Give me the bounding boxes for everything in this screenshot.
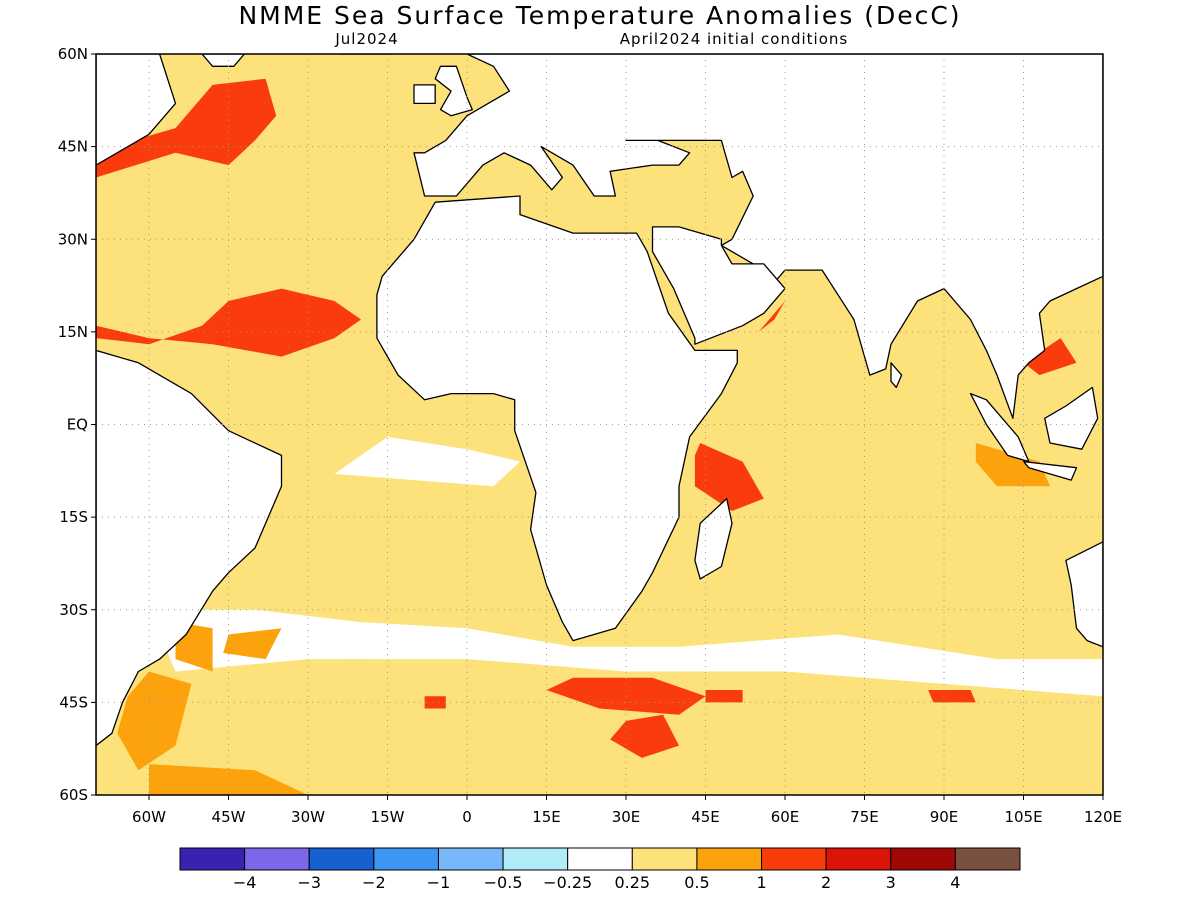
anomaly-region-10 (694, 443, 764, 511)
lat-tick-label: 30S (59, 601, 88, 619)
colorbar-swatch (890, 847, 956, 871)
sst-anomaly-layer (96, 66, 1103, 795)
lat-tick-label: EQ (67, 416, 88, 434)
colorbar-swatch (502, 847, 569, 871)
lon-tick-label: 105E (1004, 808, 1042, 826)
land-java (1022, 460, 1078, 481)
anomaly-region-17 (424, 696, 446, 709)
lat-tick-label: 15N (58, 323, 88, 341)
colorbar-label: −2 (362, 873, 386, 892)
colorbar-label: 0.5 (684, 873, 709, 892)
colorbar-swatch (761, 847, 827, 871)
anomaly-region-15 (705, 690, 743, 703)
map-title: NMME Sea Surface Temperature Anomalies (… (238, 1, 961, 30)
lon-tick-label: 120E (1084, 808, 1122, 826)
valid-month-label: Jul2024 (334, 30, 398, 48)
colorbar-swatch (825, 847, 892, 871)
land-greenland (201, 54, 246, 67)
colorbar-swatch (244, 847, 310, 871)
land-south-america (96, 349, 283, 747)
anomaly-region-16 (928, 690, 976, 703)
anomaly-region-7 (149, 609, 1103, 697)
colorbar-label: 2 (821, 873, 831, 892)
colorbar-swatch (954, 847, 1021, 871)
lon-tick-label: 15E (532, 808, 561, 826)
colorbar-label: −3 (297, 873, 321, 892)
colorbar-label: 1 (756, 873, 766, 892)
lon-tick-label: 45W (212, 808, 246, 826)
lat-tick-label: 30N (58, 230, 88, 248)
lon-tick-label: 75E (850, 808, 879, 826)
colorbar-swatch (567, 847, 633, 871)
initial-conditions-label: April2024 initial conditions (620, 30, 848, 48)
land-arabia (651, 226, 786, 345)
axis-ticks: 60W 45W 30W 15W 0 15E 30E 45E 60E 75E 90E 105E 120E 6… (58, 45, 1122, 826)
colorbar-swatch (631, 847, 698, 871)
anomaly-region-22 (975, 443, 1050, 487)
land-north-america (96, 54, 177, 166)
colorbar-label: −0.5 (484, 873, 523, 892)
lon-tick-label: 90E (930, 808, 959, 826)
land-sri-lanka (890, 362, 903, 389)
lon-tick-label: 45E (691, 808, 720, 826)
lon-tick-label: 30W (291, 808, 325, 826)
lat-tick-label: 45N (58, 138, 88, 156)
land-borneo (1044, 386, 1099, 450)
colorbar-swatch (437, 847, 504, 871)
anomaly-region-14 (610, 714, 679, 758)
lat-tick-label: 45S (59, 693, 88, 711)
lon-tick-label: 15W (371, 808, 405, 826)
colorbar-label: −0.25 (543, 873, 592, 892)
colorbar-label: 0.25 (614, 873, 650, 892)
land-britain (434, 65, 473, 117)
anomaly-region-6 (334, 436, 520, 487)
land-ireland (413, 84, 436, 105)
anomaly-region-9 (96, 288, 361, 357)
anomaly-region-21 (223, 628, 282, 660)
colorbar-swatch (308, 847, 375, 871)
colorbar: −4 −3 −2 −1 −0.5 −0.25 0.25 0.5 1 2 3 4 (179, 847, 1021, 892)
land-madagascar (694, 497, 733, 580)
colorbar-label: 4 (950, 873, 960, 892)
anomaly-region-19 (117, 671, 192, 771)
anomaly-region-12 (1023, 338, 1077, 376)
colorbar-swatch (179, 847, 246, 871)
land-layer (96, 54, 1103, 747)
lon-tick-label: 60W (132, 808, 166, 826)
colorbar-label: −1 (427, 873, 451, 892)
lat-tick-label: 60S (59, 786, 88, 804)
lon-tick-label: 0 (462, 808, 472, 826)
land-eurasia (413, 54, 1103, 419)
colorbar-swatch (696, 847, 763, 871)
lat-tick-label: 15S (59, 508, 88, 526)
anomaly-region-2 (228, 387, 531, 573)
lon-tick-label: 60E (771, 808, 800, 826)
anomaly-region-8 (96, 78, 277, 178)
colorbar-swatch (373, 847, 439, 871)
lat-tick-label: 60N (58, 45, 88, 63)
lon-tick-label: 30E (612, 808, 641, 826)
land-africa (376, 195, 738, 642)
anomaly-region-4 (774, 535, 1050, 635)
colorbar-label: −4 (233, 873, 257, 892)
anomaly-region-20 (149, 764, 308, 795)
land-australia (1065, 541, 1103, 648)
colorbar-label: 3 (886, 873, 896, 892)
